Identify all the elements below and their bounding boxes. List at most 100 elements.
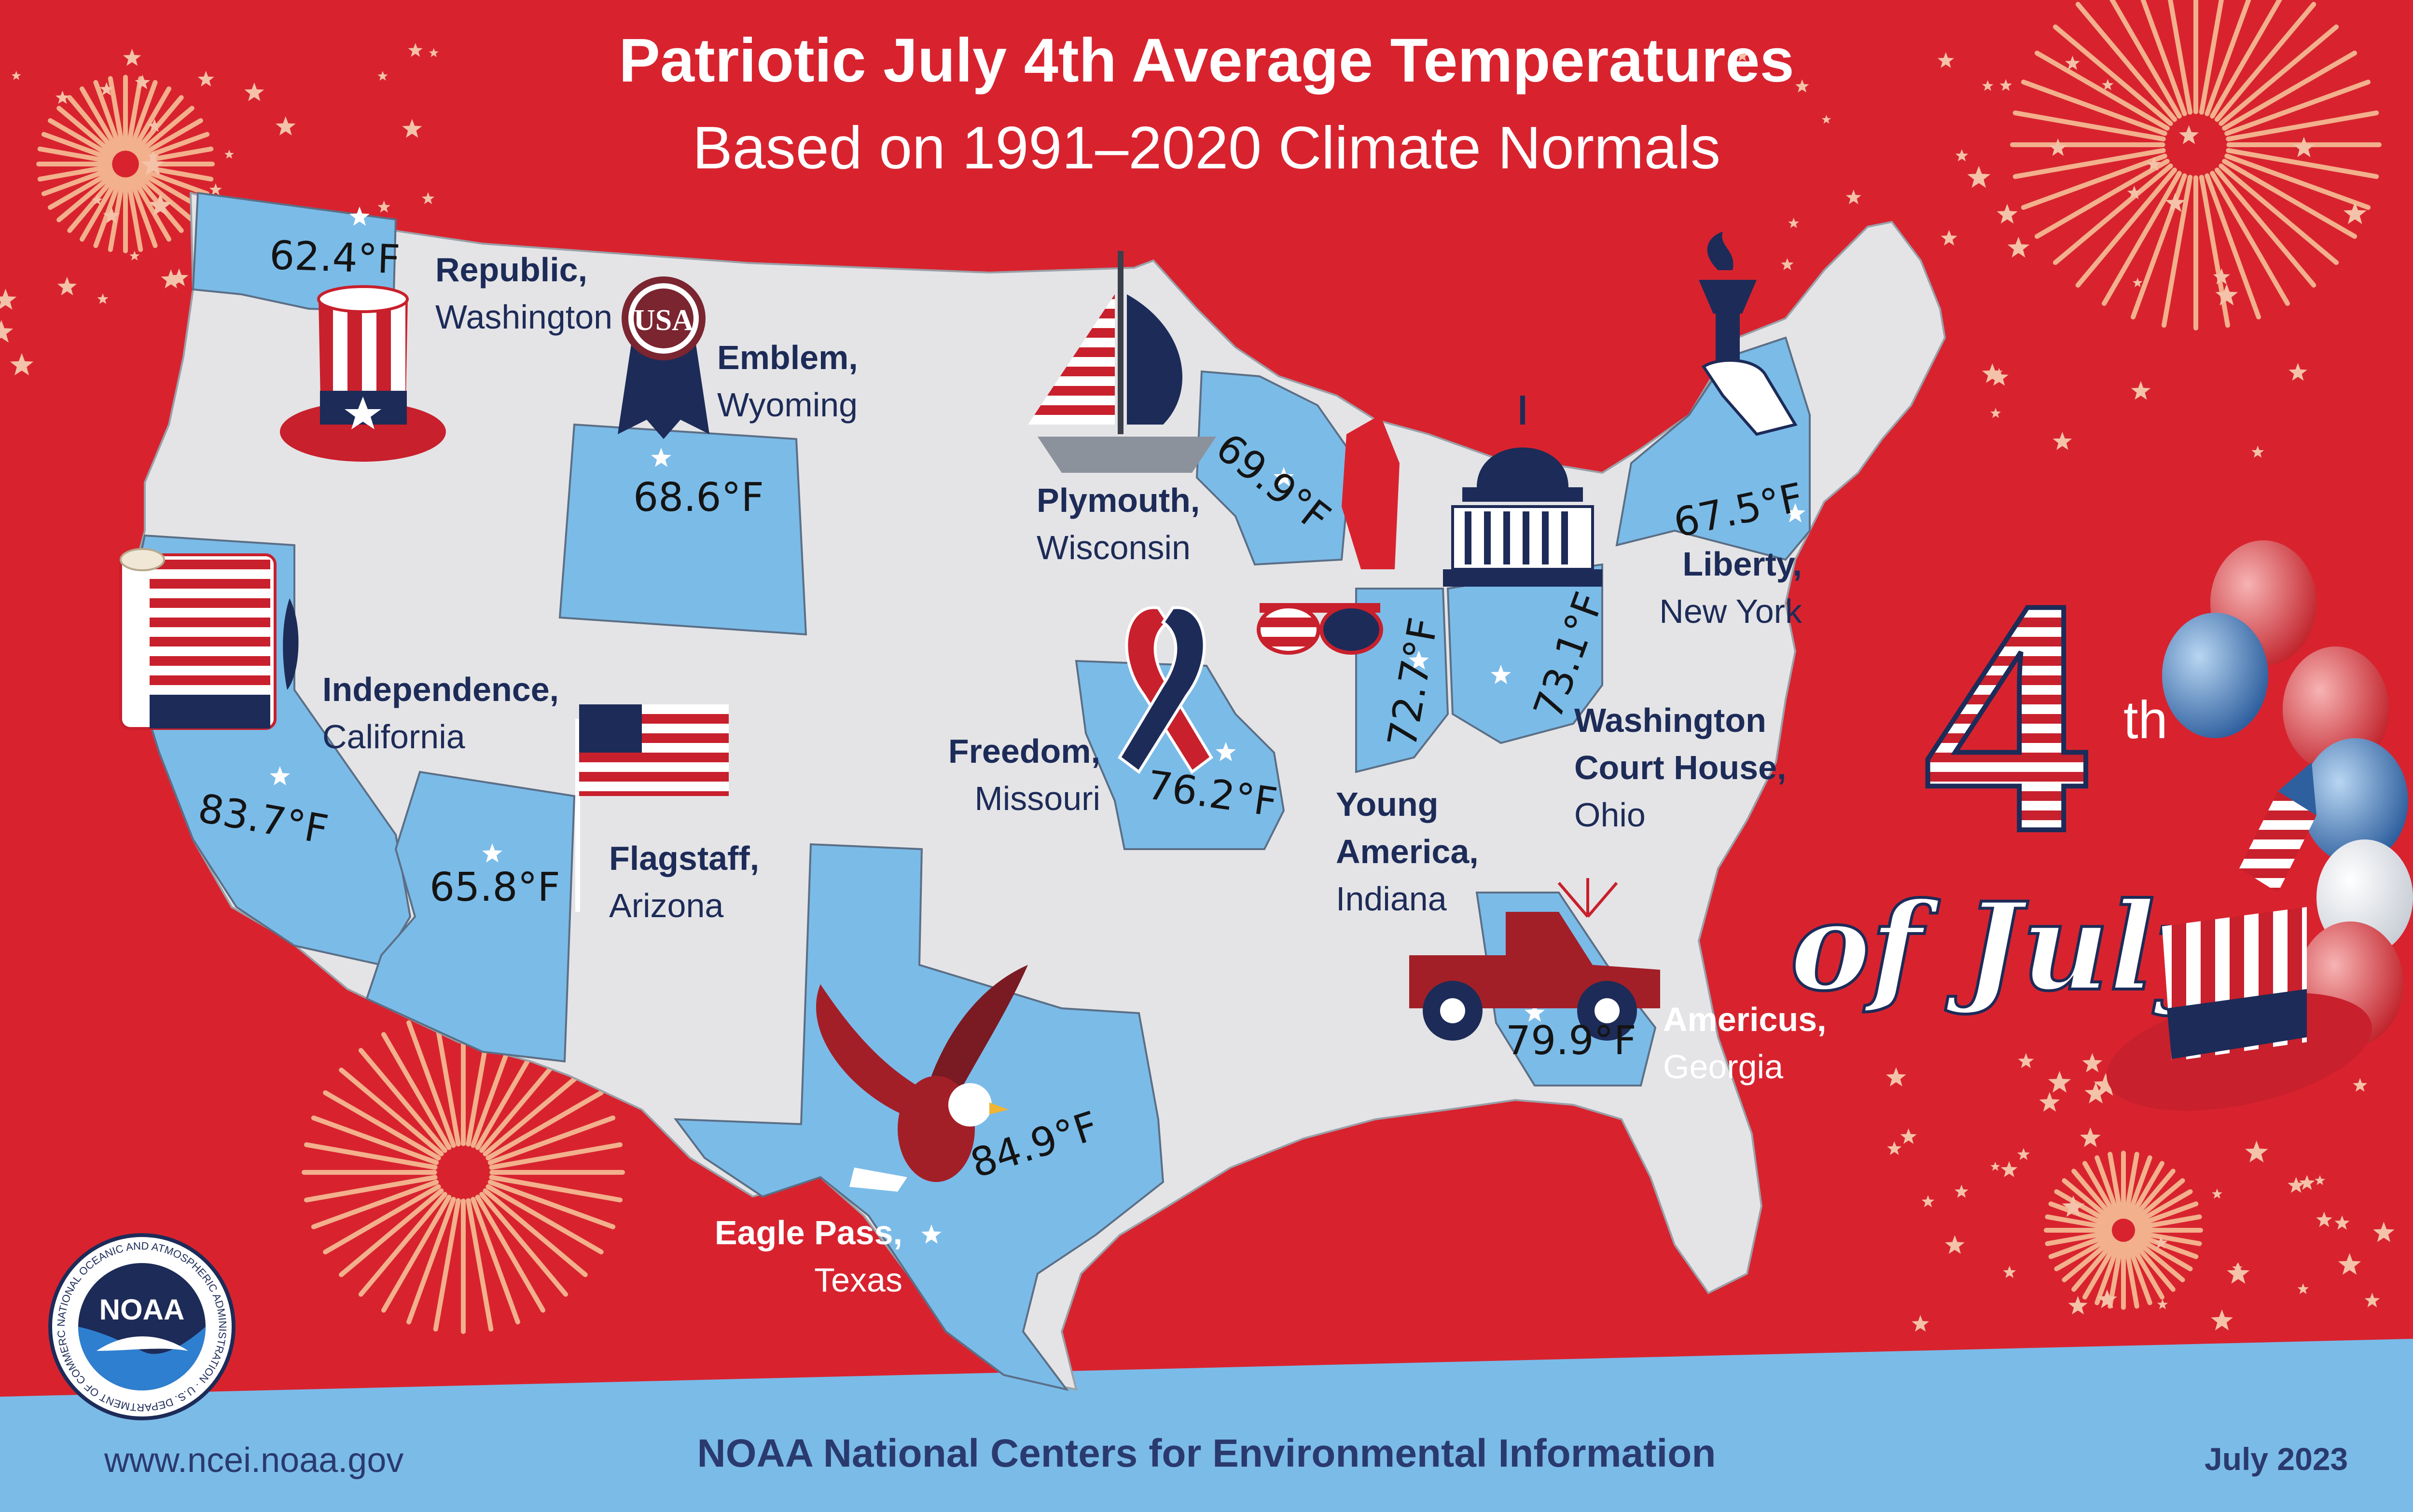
sparkle-star [2212, 1188, 2222, 1199]
temperature-label-flagstaff: 65.8°F [430, 865, 560, 910]
sparkle-star [2334, 1215, 2350, 1230]
badge-suffix: th [2123, 690, 2168, 750]
firework-ray [466, 1198, 494, 1332]
sparkle-star [2017, 1148, 2030, 1160]
firework-ray [2071, 1168, 2117, 1222]
sparkle-star [2251, 445, 2264, 458]
firework-ray [2021, 153, 2167, 210]
firework-ray [2205, 0, 2251, 116]
firework-ray [406, 1020, 456, 1148]
sparkle-star [402, 119, 422, 138]
firework-ray [487, 1115, 616, 1165]
sparkle-star [1941, 230, 1957, 246]
footer-date: July 2023 [2205, 1441, 2348, 1477]
firework-ray [131, 175, 171, 242]
location-label-liberty: Liberty, New York [1657, 540, 1802, 635]
sparkle-star [161, 269, 181, 289]
sparkle-star [1846, 190, 1861, 205]
firework-ray [2048, 1201, 2113, 1228]
sparkle-star [99, 82, 114, 96]
firework-ray [406, 1196, 456, 1325]
location-star-marker [1274, 467, 1294, 486]
firework-ray [2075, 1, 2177, 122]
firework-ray [2012, 148, 2166, 179]
sparkle-star [2082, 1053, 2103, 1072]
firework-ray [2128, 1239, 2164, 1300]
location-star-marker [270, 766, 290, 785]
sparkle-star [148, 119, 162, 132]
sparkle-star [92, 194, 103, 205]
sparkle-star [1945, 1235, 1965, 1254]
sparkle-star [123, 49, 141, 66]
firework-ray [2048, 1232, 2113, 1259]
sparkle-star [2131, 381, 2151, 400]
firework-ray [2052, 163, 2173, 265]
badge-number: 4 [1923, 529, 2092, 903]
firework-ray [2062, 1237, 2115, 1282]
firework-ray [135, 106, 194, 157]
firework-ray [485, 1090, 604, 1161]
sparkle-star [1781, 258, 1794, 270]
location-town: Liberty, [1682, 545, 1802, 583]
sparkle-star [2084, 1082, 2107, 1104]
firework-ray [56, 171, 116, 222]
sparkle-star [2154, 1236, 2168, 1249]
firework-ray [2132, 1237, 2185, 1282]
firework-ray [48, 118, 114, 159]
sparkle-star [57, 276, 77, 296]
firework-ray [93, 80, 123, 152]
firework-ray [2140, 0, 2187, 116]
location-town: Young America, [1336, 785, 1479, 870]
firework-ray [323, 1090, 441, 1161]
location-label-eagle-pass: Eagle Pass, Texas [709, 1209, 902, 1304]
firework-ray [2132, 1178, 2185, 1224]
sparkle-star [1982, 363, 2003, 383]
american-flag-icon [575, 704, 729, 912]
firework-ray [381, 1195, 452, 1313]
location-town: Flagstaff, [609, 839, 760, 877]
firework-ray [135, 171, 194, 222]
firework-ray [128, 80, 158, 152]
sparkle-star [2146, 157, 2161, 171]
footer-organization: NOAA National Centers for Environmental … [697, 1431, 1716, 1475]
location-label-young-america: Young America, Indiana [1336, 781, 1519, 922]
firework-ray [125, 177, 143, 252]
firework-ray [2214, 1, 2316, 122]
firework-ray [358, 1048, 447, 1153]
sparkle-star [2039, 1092, 2060, 1112]
sparkle-star [209, 183, 222, 195]
firework-ray [2130, 1238, 2176, 1292]
firework-ray [138, 167, 210, 196]
firework-ray [56, 106, 116, 157]
firework-ray [489, 1142, 623, 1170]
sparkle-star [377, 200, 390, 213]
location-town: Americus, [1663, 1001, 1827, 1038]
sparkle-star [55, 90, 69, 104]
sparkle-star [1999, 79, 2012, 91]
sparkle-star [244, 82, 264, 101]
location-label-emblem: Emblem, Wyoming [717, 334, 858, 428]
firework-ray [2123, 1241, 2139, 1309]
sparkle-star [2227, 1262, 2250, 1284]
firework-ray [483, 1067, 588, 1156]
location-star-marker [1785, 503, 1805, 522]
firework-ray [2162, 175, 2193, 328]
sparkle-star [141, 153, 165, 176]
sparkle-star [422, 192, 435, 205]
badge-script: of July [1790, 876, 2232, 1017]
sparkle-star [2133, 277, 2143, 288]
location-label-washington-court-house: Washington Court House, Ohio [1574, 697, 1796, 838]
location-state: Wyoming [717, 386, 858, 424]
location-state: Washington [435, 298, 613, 336]
sparkle-star [2215, 284, 2238, 305]
state-arizona [365, 770, 576, 1063]
sparkle-star [1982, 80, 1994, 91]
sparkle-star [2065, 55, 2080, 70]
sparkle-star [2364, 1292, 2380, 1307]
firework-ray [2210, 171, 2290, 306]
location-town: Freedom, [948, 732, 1100, 770]
firework-ray [2054, 1189, 2114, 1226]
sparkle-star [2127, 185, 2141, 199]
firework-ray [2012, 110, 2166, 142]
